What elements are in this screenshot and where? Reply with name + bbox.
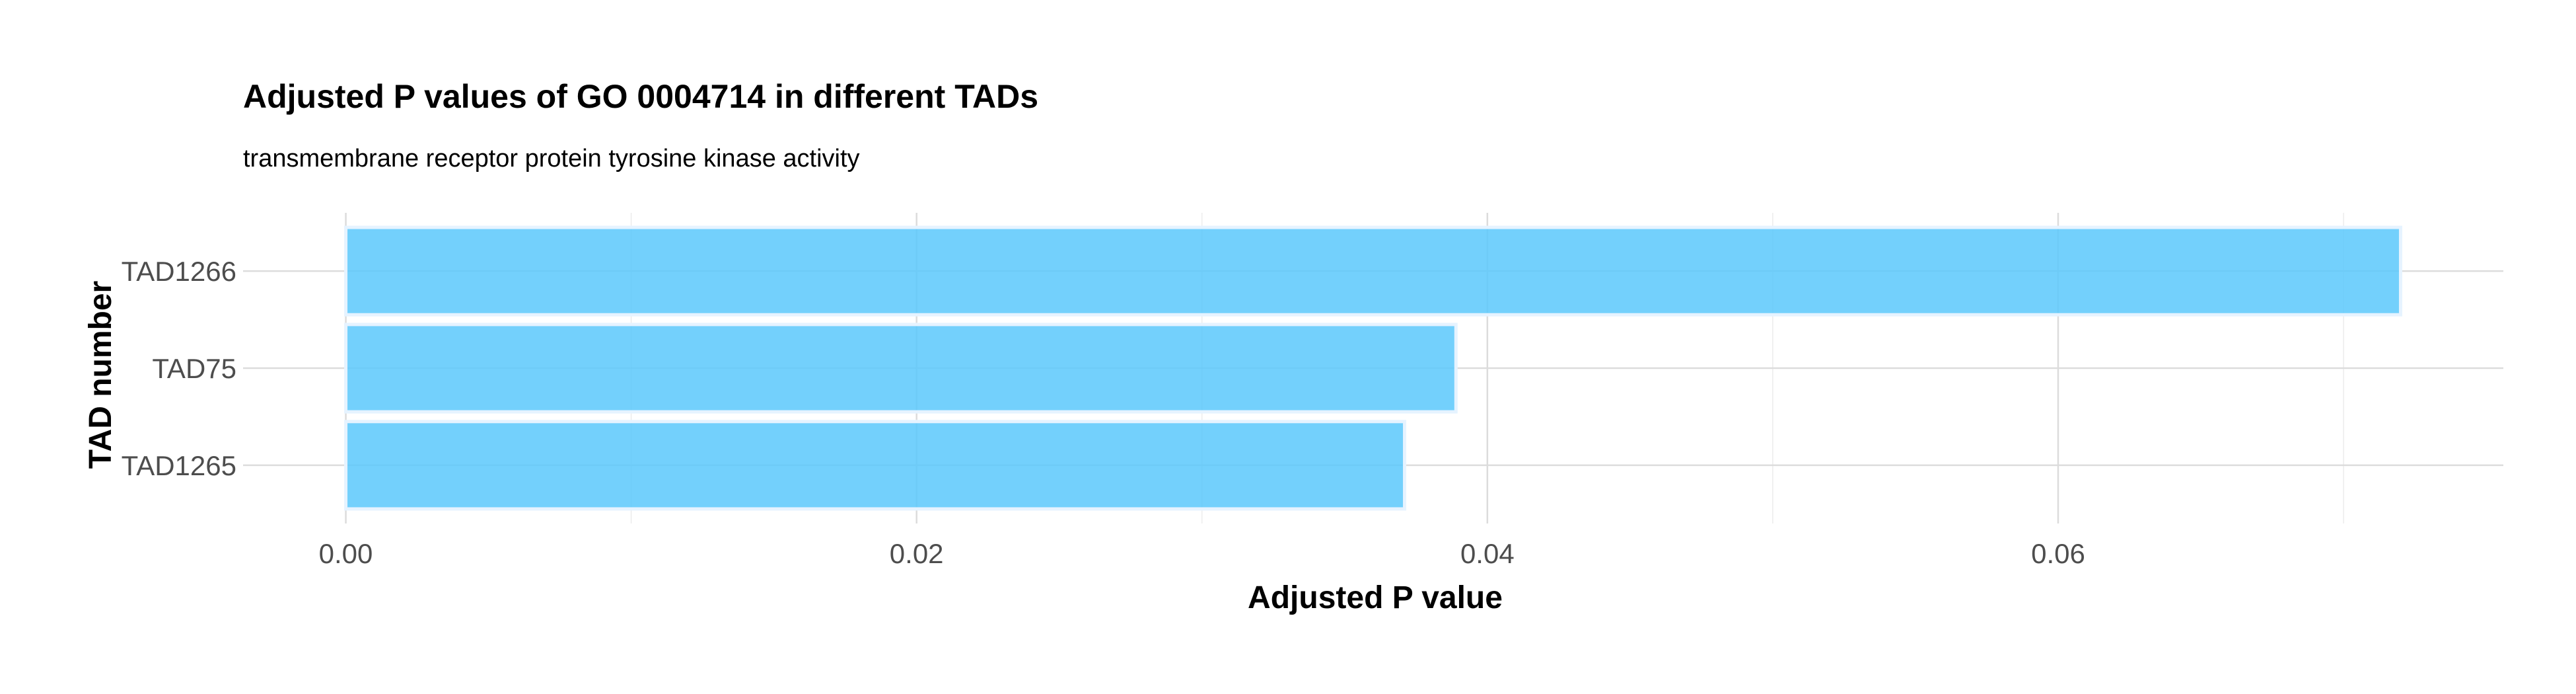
y-axis-title: TAD number xyxy=(83,281,118,469)
x-tick-label: 0.02 xyxy=(890,538,944,569)
x-tick-label: 0.04 xyxy=(1460,538,1515,569)
y-tick-label: TAD1265 xyxy=(122,450,236,481)
x-axis-tick-labels: 0.00 0.02 0.04 0.06 xyxy=(319,538,2085,569)
bar-tad1265 xyxy=(344,420,1407,511)
chart-title: Adjusted P values of GO 0004714 in diffe… xyxy=(243,78,1038,115)
bar-tad1266 xyxy=(344,225,2402,317)
y-tick-label: TAD1266 xyxy=(122,256,236,287)
x-axis-title: Adjusted P value xyxy=(1248,580,1503,615)
y-tick-label: TAD75 xyxy=(152,353,236,384)
bar-tad75 xyxy=(344,323,1458,414)
chart-subtitle: transmembrane receptor protein tyrosine … xyxy=(243,145,860,173)
y-axis-tick-labels: TAD1266 TAD75 TAD1265 xyxy=(122,256,236,481)
x-tick-label: 0.00 xyxy=(319,538,373,569)
bars xyxy=(344,225,2402,511)
x-tick-label: 0.06 xyxy=(2031,538,2085,569)
